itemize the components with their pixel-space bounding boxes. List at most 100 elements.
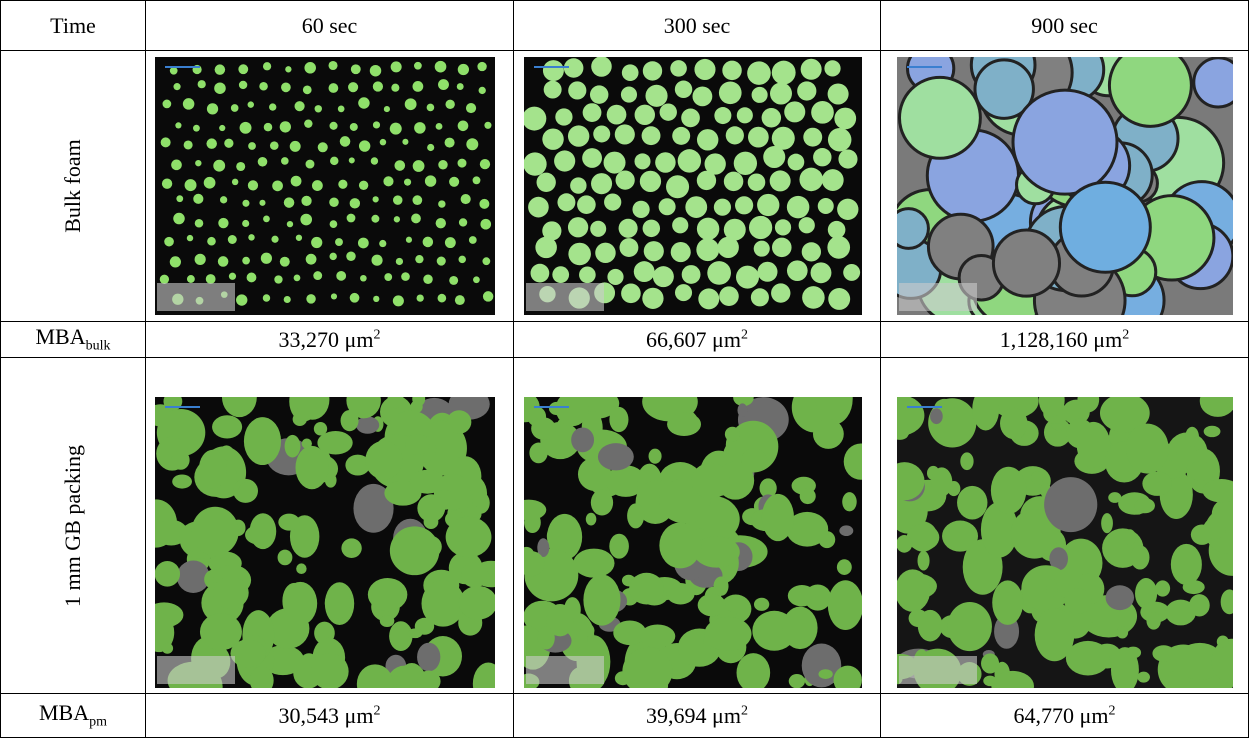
bubble [417,642,441,672]
bubble [357,237,369,249]
row-label-cell: MBAbulk [0,321,146,358]
bubble [329,252,337,261]
bubble [424,175,437,187]
bubble [990,397,1039,419]
bubble [1203,517,1227,540]
bubble [799,488,816,505]
bubble [248,142,256,150]
bubble [458,218,468,227]
bubble [436,256,446,266]
bubble [991,228,1062,298]
bubble [456,83,464,90]
bubble [1065,640,1111,676]
bubble [1125,646,1142,659]
bubble [335,238,343,246]
bubble [231,178,239,186]
bubble [242,256,250,265]
label-sub: bulk [85,338,111,354]
value-cell: 66,607 μm2 [513,321,881,358]
bubble [735,265,760,289]
bubble [1101,513,1113,534]
bubble [634,153,651,170]
bubble [667,412,702,437]
bubble [173,212,185,225]
bubble [733,151,758,175]
bubble [350,64,361,75]
bubble [173,83,181,91]
bubble [552,266,570,284]
bubble [444,237,456,249]
value-sup: 2 [373,703,381,719]
bubble [609,533,629,559]
bubble [606,104,627,125]
bubble [704,153,726,175]
bubble [957,485,988,520]
value: 30,543 μm2 [279,703,381,729]
bubble [670,242,691,263]
bubble [769,82,792,105]
bubble [827,580,862,631]
bubble [262,294,271,302]
bubble [842,492,857,512]
bubble [472,662,495,688]
bubble [837,198,859,220]
bubble [438,160,448,170]
bubble [897,207,930,250]
bubble [655,152,676,173]
bubble [473,276,480,284]
bubble [607,268,624,285]
bubble [1045,579,1058,598]
bubble [422,236,434,248]
bubble [242,219,250,228]
bubble [389,122,402,135]
bubble [405,236,413,243]
bubble [813,147,832,167]
bubble [279,121,291,133]
bubble [992,580,1024,625]
foam-image [155,57,495,315]
bubble [358,180,369,190]
bubble [348,82,359,93]
bubble [387,397,404,409]
bubble [771,237,792,258]
bubble [980,501,1019,558]
value-sup: 2 [373,327,381,343]
bubble [642,287,664,309]
bubble [249,513,277,550]
value-cell: 39,694 μm2 [513,693,881,738]
bubble [620,86,638,103]
bubble [164,236,174,247]
bubble [960,452,974,471]
bubble [990,466,1027,515]
bubble [537,538,550,558]
bubble [271,235,279,243]
bubble [372,196,379,203]
foam-image [897,397,1233,688]
bubble [355,416,380,434]
bubble [786,511,829,547]
bubble [295,397,330,420]
bubble [1134,498,1155,514]
bubble [435,217,446,229]
bubble [437,293,447,303]
bubble [248,234,255,241]
bubble [761,493,795,542]
bubble [648,448,662,464]
bubble [372,81,384,92]
bubble [370,157,379,165]
bubble [427,143,435,152]
bubble [1105,585,1135,611]
bubble [197,80,206,89]
bubble [371,254,383,266]
bubble [812,418,844,449]
bubble [379,614,395,627]
bubble [713,576,729,596]
bubble [407,628,423,639]
bubble [324,587,351,619]
bubble [461,562,489,588]
bubble [719,286,739,306]
bubble [310,653,349,688]
bubble [269,141,279,150]
header-text: 900 sec [1031,12,1098,38]
bubble [218,217,229,229]
